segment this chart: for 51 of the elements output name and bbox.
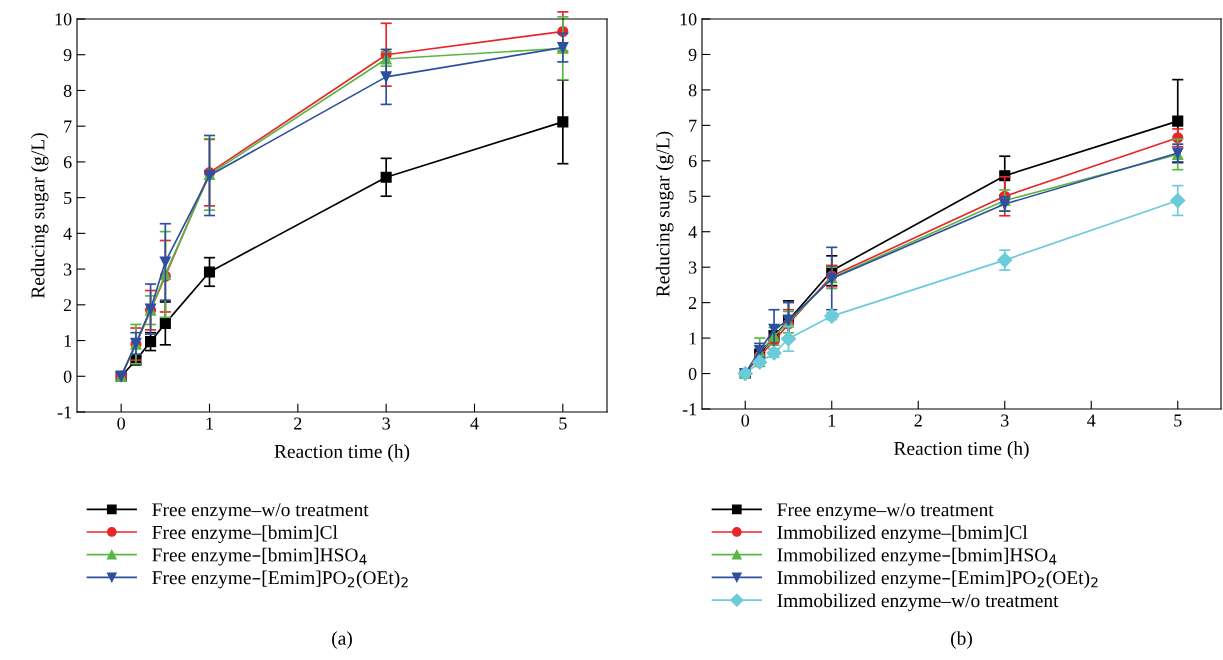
text: (b) — [951, 631, 972, 649]
text: (a) — [332, 631, 352, 649]
y-tick-label: 2 — [63, 299, 72, 312]
y-tick-label: 9 — [688, 48, 697, 61]
y-tick-label: 5 — [64, 192, 72, 205]
x-tick-label: 5 — [1174, 414, 1182, 427]
legend-label: Free enzyme–w/o treatment — [777, 503, 994, 521]
y-tick-label: -1 — [682, 403, 697, 416]
y-axis-title: Reducing sugar (g/L) — [655, 131, 674, 297]
y-tick-label: 7 — [689, 119, 697, 132]
x-tick-label: 4 — [470, 417, 479, 430]
y-tick-label: 0 — [63, 370, 72, 383]
legend-label: Immobilized enzyme–w/o treatment — [777, 593, 1059, 612]
y-tick-label: 8 — [63, 84, 72, 97]
y-tick-label: 1 — [64, 334, 72, 347]
x-tick-label: 3 — [382, 417, 390, 430]
x-axis-title: Reaction time (h) — [894, 441, 1029, 459]
y-tick-label: 2 — [688, 296, 697, 309]
y-tick-label: 6 — [63, 156, 72, 169]
y-tick-label: 8 — [688, 84, 697, 97]
x-tick-label: 2 — [914, 414, 922, 427]
x-tick-label: 5 — [559, 417, 567, 430]
legend-label: Immobilized enzyme–[bmim]Cl — [777, 525, 1028, 543]
y-tick-label: -1 — [57, 406, 72, 419]
y-tick-label: 6 — [688, 155, 697, 168]
legend-label: Free enzyme–[bmim]HSO$_{4}$ — [152, 547, 367, 566]
y-tick-label: 10 — [55, 13, 72, 26]
y-tick-label: 5 — [689, 190, 697, 203]
legend-label: Free enzyme–[Emim]PO$_{2}$(OEt)$_{2}$ — [152, 570, 408, 589]
x-tick-label: 0 — [741, 414, 750, 427]
y-tick-label: 4 — [688, 226, 697, 238]
x-tick-label: 1 — [206, 417, 213, 430]
x-tick-label: 3 — [1001, 414, 1009, 427]
x-axis-title: Reaction time (h) — [274, 444, 410, 462]
legend-label: Immobilized enzyme–[bmim]HSO$_{4}$ — [777, 547, 1057, 566]
y-tick-label: 0 — [688, 367, 697, 380]
y-tick-label: 4 — [63, 227, 72, 240]
x-tick-label: 1 — [828, 414, 836, 427]
y-tick-label: 3 — [63, 263, 72, 276]
x-tick-label: 0 — [117, 417, 125, 430]
legend-label: Free enzyme–[bmim]Cl — [152, 525, 338, 543]
x-tick-label: 2 — [294, 417, 302, 430]
y-tick-label: 1 — [689, 332, 697, 345]
y-tick-label: 3 — [688, 261, 697, 274]
legend-label: Free enzyme–w/o treatment — [152, 503, 369, 521]
y-tick-label: 7 — [64, 120, 72, 133]
y-axis-title: Reducing sugar (g/L) — [30, 133, 49, 299]
legend-label: Immobilized enzyme–[Emim]PO$_{2}$(OEt)$_{2}$ — [777, 570, 1098, 589]
x-tick-label: 4 — [1087, 414, 1096, 427]
y-tick-label: 9 — [63, 49, 72, 62]
y-tick-label: 10 — [680, 13, 697, 26]
